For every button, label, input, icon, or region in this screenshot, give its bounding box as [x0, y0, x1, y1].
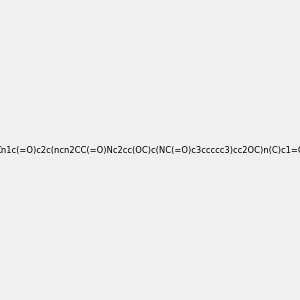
Text: Cn1c(=O)c2c(ncn2CC(=O)Nc2cc(OC)c(NC(=O)c3ccccc3)cc2OC)n(C)c1=O: Cn1c(=O)c2c(ncn2CC(=O)Nc2cc(OC)c(NC(=O)c… — [0, 146, 300, 154]
